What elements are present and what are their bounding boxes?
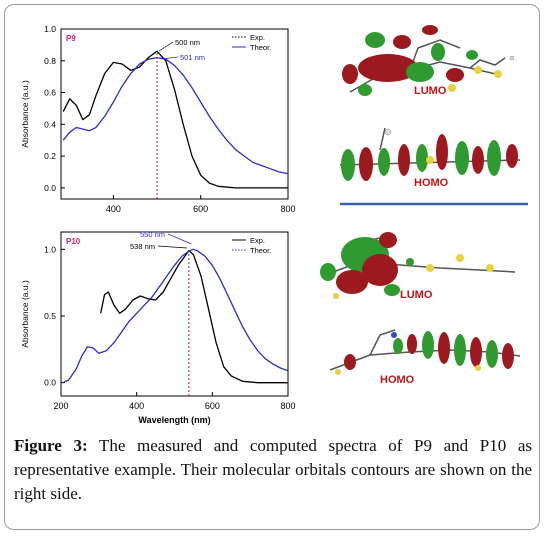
x-tick-label: 800 (280, 401, 295, 411)
caption-text: The measured and computed spectra of P9 … (14, 436, 532, 503)
legend-label: Theor. (250, 246, 271, 255)
y-tick-label: 0.0 (44, 378, 56, 388)
chart-p9: 400 600 800 0.0 0.2 0.4 0.6 0.8 1.0 Absorbance (a… (20, 24, 296, 214)
peak-leader (161, 56, 179, 60)
p9-homo-label: HOMO (414, 177, 449, 189)
legend-label: Exp. (250, 236, 265, 245)
y-tick-label: 0.8 (44, 56, 56, 66)
x-tick-label: 600 (205, 401, 220, 411)
series-line-exp (62, 50, 288, 189)
y-tick-label: 1.0 (44, 24, 56, 34)
peak-label: 550 nm (140, 230, 165, 239)
y-tick-label: 0.4 (44, 119, 56, 129)
y-tick-label: 0.0 (44, 183, 56, 193)
series-line-theor (62, 56, 289, 175)
plot-frame-p9 (60, 28, 289, 200)
caption-label: Figure 3: (14, 436, 88, 455)
x-tick-label: 400 (129, 401, 144, 411)
legend-label: Exp. (250, 33, 265, 42)
plot-frame-p10 (60, 231, 289, 397)
series-line-theor (62, 248, 289, 384)
peak-label: 501 nm (180, 53, 205, 62)
panel-tag: P10 (66, 237, 81, 246)
chart-p10: 200 400 600 800 0.0 0.5 1.0 Absorbance (a.u.) Wa… (20, 230, 296, 425)
p9-lumo-orbital: LUMO (342, 25, 515, 97)
y-tick-label: 1.0 (44, 244, 56, 254)
y-axis-label: Absorbance (a.u.) (20, 280, 30, 348)
y-tick-label: 0.2 (44, 151, 56, 161)
p10-homo-label: HOMO (380, 374, 415, 386)
y-tick-label: 0.5 (44, 311, 56, 321)
peak-leader (167, 233, 192, 245)
p9-homo-orbital: HOMO (339, 127, 521, 189)
p10-lumo-orbital: LUMO (320, 232, 516, 301)
y-tick-label: 0.6 (44, 88, 56, 98)
peak-label: 538 nm (130, 242, 155, 251)
series-line-exp (100, 250, 288, 384)
x-axis-label: Wavelength (nm) (138, 415, 210, 425)
peak-leader (157, 245, 187, 249)
x-tick-label: 200 (53, 401, 68, 411)
x-tick-label: 800 (280, 204, 295, 214)
figure-caption: Figure 3: The measured and computed spec… (14, 434, 532, 506)
peak-leader (158, 41, 174, 52)
y-axis-label: Absorbance (a.u.) (20, 80, 30, 148)
legend-label: Theor. (250, 43, 271, 52)
p10-homo-orbital: HOMO (329, 329, 521, 386)
p10-lumo-label: LUMO (400, 289, 433, 301)
panel-tag: P9 (66, 34, 76, 43)
x-tick-label: 600 (193, 204, 208, 214)
p9-lumo-label: LUMO (414, 85, 447, 97)
peak-label: 500 nm (175, 38, 200, 47)
x-tick-label: 400 (106, 204, 121, 214)
